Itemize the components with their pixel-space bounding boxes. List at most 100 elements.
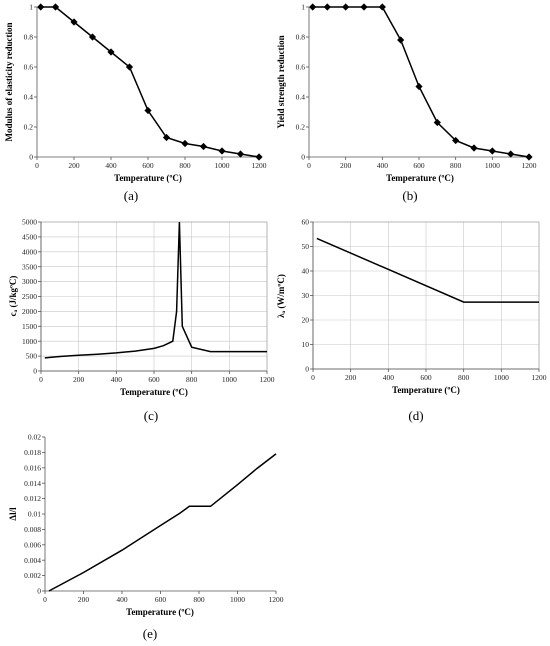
x-axis-title: Temperature (ºC) [114, 173, 182, 183]
y-tick-label: 40 [302, 267, 310, 276]
series-line [40, 6, 260, 158]
x-tick-label: 1200 [269, 595, 284, 604]
data-point [342, 3, 350, 11]
y-tick-label: 0.004 [24, 556, 41, 565]
data-point [107, 48, 115, 56]
y-tick-label: 10 [302, 340, 310, 349]
y-tick-label: 5000 [22, 218, 37, 227]
y-tick-label: 0.2 [24, 123, 34, 132]
x-tick-label: 0 [311, 373, 315, 382]
chart-a: 0 200 400 600 800 1000 1200 0 0.2 0.4 0.6 0.8 1 Tempe… [4, 3, 267, 203]
x-tick-label: 600 [142, 161, 154, 170]
x-tick-label: 1200 [260, 375, 275, 384]
data-point [433, 118, 441, 127]
data-point [255, 153, 263, 161]
y-tick-label: 1 [301, 3, 305, 12]
y-tick-label: 0.006 [24, 540, 41, 549]
chart-caption: (e) [143, 626, 157, 641]
x-tick-label: 1000 [485, 161, 500, 170]
x-tick-label: 600 [413, 161, 425, 170]
data-point [525, 153, 533, 161]
y-tick-label: 4500 [22, 233, 37, 242]
x-tick-label: 1000 [222, 375, 237, 384]
x-axis-title: Temperature (ºC) [126, 607, 194, 617]
y-tick-label: 0.008 [24, 525, 41, 534]
x-tick-label: 0 [307, 161, 311, 170]
x-tick-label: 200 [340, 161, 352, 170]
chart-e: 0 200 400 600 800 1000 1200 0 0.002 0.004 0.006 0.0… [8, 433, 284, 641]
data-point [415, 82, 423, 91]
data-point [88, 33, 97, 41]
y-tick-label: 0.8 [296, 33, 306, 42]
y-tick-label: 0 [305, 365, 309, 374]
x-tick-label: 800 [450, 161, 462, 170]
data-point [144, 106, 152, 115]
x-tick-label: 400 [377, 161, 389, 170]
x-tick-label: 1000 [494, 373, 509, 382]
x-tick-label: 0 [43, 595, 47, 604]
x-tick-label: 1200 [252, 161, 267, 170]
x-tick-label: 600 [155, 595, 167, 604]
x-tick-label: 0 [39, 375, 43, 384]
y-tick-label: 500 [26, 352, 38, 361]
y-tick-label: 2500 [22, 292, 37, 301]
data-point [470, 144, 478, 152]
series-line [44, 221, 267, 359]
y-tick-label: 2000 [22, 307, 37, 316]
series-line [312, 6, 530, 158]
y-tick-label: 0.6 [24, 63, 34, 72]
y-tick-label: 0.018 [24, 448, 41, 457]
y-tick-label: 0.002 [24, 571, 41, 580]
y-tick-label: 1000 [22, 337, 37, 346]
x-axis-title: Temperature (ºC) [392, 385, 460, 395]
x-tick-label: 1000 [230, 595, 245, 604]
chart-caption: (b) [402, 188, 417, 203]
y-tick-label: 1 [29, 3, 33, 12]
x-tick-label: 400 [116, 595, 128, 604]
x-tick-label: 800 [179, 161, 191, 170]
data-point [378, 3, 386, 11]
x-tick-label: 1200 [532, 373, 547, 382]
x-tick-label: 600 [420, 373, 432, 382]
y-tick-label: 0.012 [24, 494, 41, 503]
x-tick-label: 400 [383, 373, 395, 382]
x-tick-label: 800 [193, 595, 205, 604]
data-point [397, 36, 405, 44]
x-tick-label: 1200 [522, 161, 537, 170]
y-tick-label: 0 [33, 367, 37, 376]
y-tick-label: 30 [302, 291, 310, 300]
y-tick-label: 0.016 [24, 463, 41, 472]
data-point [162, 133, 171, 142]
chart-d: 0 200 400 600 800 1000 1200 0 10 20 30 40 50 60 Temper… [276, 218, 547, 423]
x-tick-label: 200 [78, 595, 90, 604]
y-tick-label: 4000 [22, 247, 37, 256]
y-axis-title: Δl/l [8, 507, 18, 521]
data-point [507, 150, 515, 158]
y-tick-label: 3000 [22, 277, 37, 286]
chart-caption: (c) [144, 408, 158, 423]
y-axis-title: Modulus of elasticity reduction [4, 22, 14, 141]
x-tick-label: 600 [148, 375, 160, 384]
series-line [48, 453, 277, 592]
data-point [236, 150, 245, 158]
y-tick-label: 0.2 [296, 123, 306, 132]
y-tick-label: 0.01 [28, 510, 41, 519]
y-axis-title: Yield strength reduction [276, 35, 286, 128]
chart-b: 0 200 400 600 800 1000 1200 0 0.2 0.4 0.6 0.8 1 Tempe… [276, 3, 537, 203]
chart-caption: (d) [408, 408, 423, 423]
x-tick-label: 800 [186, 375, 198, 384]
y-tick-label: 0 [29, 153, 33, 162]
data-point [488, 147, 496, 155]
data-point [309, 3, 317, 11]
y-axis-title: λₐ (W/mºC) [276, 274, 286, 318]
y-tick-label: 60 [302, 218, 310, 227]
x-tick-label: 800 [458, 373, 470, 382]
data-point [199, 142, 208, 151]
data-point [37, 3, 45, 11]
data-point [51, 3, 60, 11]
y-axis-title: cₐ (J/kgºC) [8, 276, 18, 317]
x-axis-title: Temperature (ºC) [386, 173, 454, 183]
y-tick-label: 0.4 [24, 93, 34, 102]
